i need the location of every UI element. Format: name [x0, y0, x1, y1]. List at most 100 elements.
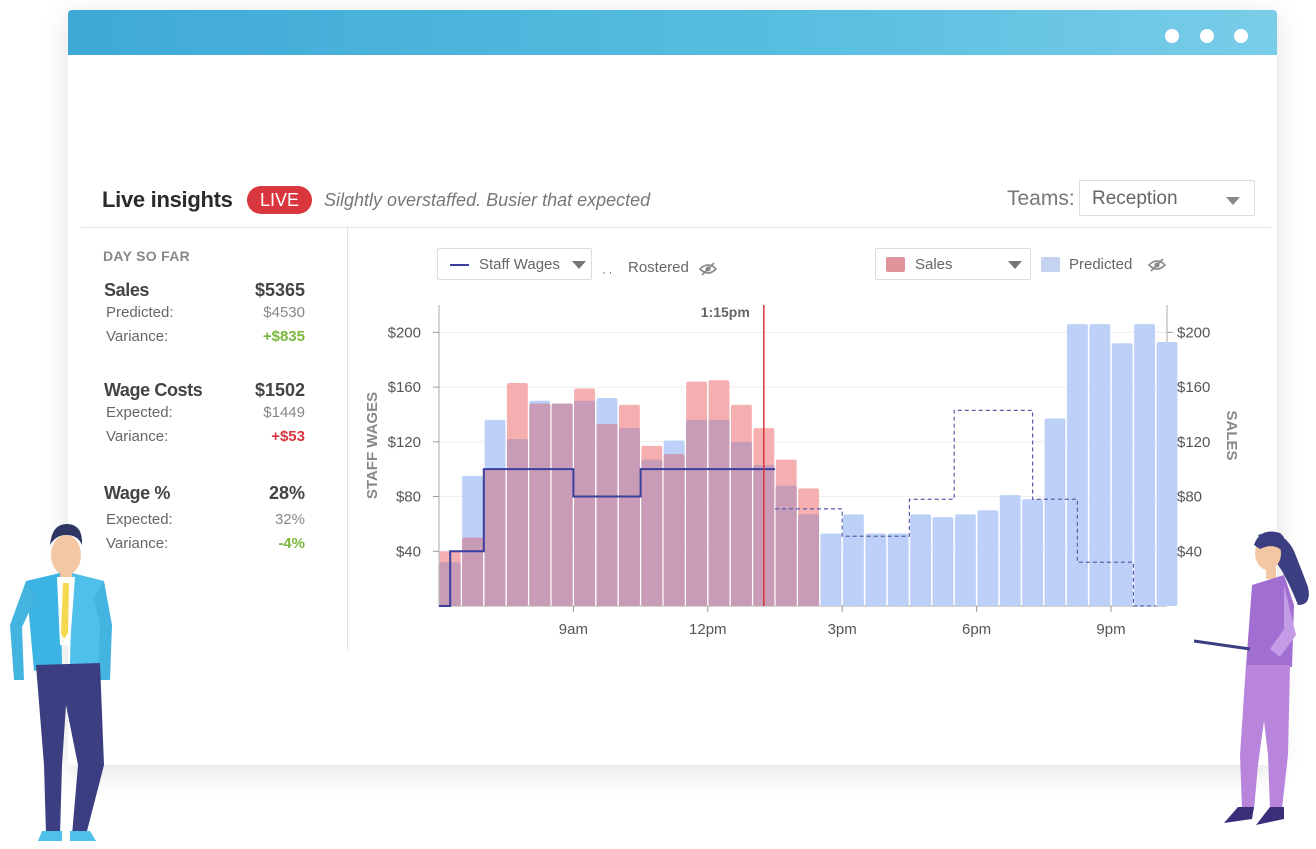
overlap-bar	[574, 400, 596, 606]
metric-sub-label: Variance:	[106, 428, 169, 445]
status-message: Silghtly overstaffed. Busier that expect…	[324, 190, 651, 210]
rostered-toggle[interactable]: ·· Rostered	[602, 258, 722, 280]
wage-costs-metric: Wage Costs $1502 Expected: $1449 Variance:…	[104, 380, 305, 452]
overlap-bar	[484, 469, 506, 606]
predicted-bar	[1089, 324, 1111, 606]
businessman-illustration	[10, 523, 112, 841]
eye-off-icon	[698, 262, 718, 276]
metric-name: Sales	[104, 280, 150, 300]
y-tick-label-right: $120	[1177, 434, 1210, 451]
predicted-bar	[999, 495, 1021, 606]
x-tick-label: 9pm	[1096, 621, 1125, 638]
predicted-bar	[865, 533, 887, 606]
x-tick-label: 3pm	[828, 621, 857, 638]
businesswoman-illustration	[1193, 531, 1309, 825]
predicted-toggle[interactable]: Predicted	[1041, 256, 1171, 278]
wage-percent-metric: Wage % 28% Expected: 32% Variance: -4%	[104, 483, 305, 559]
staff-wages-line	[439, 468, 775, 607]
rostered-line	[775, 409, 1156, 607]
title-bar	[68, 10, 1277, 55]
overlap-bar	[551, 403, 573, 606]
variance-value: +$835	[262, 328, 305, 345]
metric-sub-value: $1449	[263, 404, 305, 421]
y-tick-label-left: $80	[396, 489, 421, 506]
variance-value: -4%	[278, 535, 305, 552]
overlap-bar	[708, 419, 730, 606]
live-badge: LIVE	[247, 186, 313, 214]
x-tick-label: 9am	[559, 621, 588, 638]
x-tick-label: 12pm	[689, 621, 727, 638]
predicted-bar	[910, 514, 932, 606]
section-label: DAY SO FAR	[103, 248, 191, 264]
metric-value: $1502	[254, 380, 305, 400]
window-dot-icon[interactable]	[1200, 29, 1214, 43]
predicted-bar	[1066, 324, 1088, 606]
chevron-down-icon	[572, 261, 586, 269]
predicted-bar	[954, 514, 976, 606]
overlap-bar	[506, 439, 528, 606]
legend-sales: Sales	[915, 256, 953, 273]
overlap-bar	[618, 428, 640, 606]
metric-sub-label: Variance:	[106, 328, 169, 345]
wages-line-icon	[450, 264, 469, 266]
dotted-line-icon: ··	[602, 267, 616, 279]
teams-label: Teams:	[1007, 187, 1075, 210]
y-axis-title-left: STAFF WAGES	[364, 392, 381, 499]
overlap-bar	[462, 537, 484, 606]
y-tick-label-left: $160	[388, 379, 421, 396]
predicted-bar	[887, 533, 909, 606]
metric-sub-label: Expected:	[106, 404, 173, 421]
predicted-bar	[1044, 418, 1066, 606]
eye-off-icon	[1147, 258, 1167, 272]
y-tick-label-left: $200	[388, 324, 421, 341]
sales-swatch-icon	[886, 257, 905, 272]
legend-rostered: Rostered	[628, 259, 689, 276]
overlap-bar	[596, 424, 618, 606]
predicted-bar	[932, 517, 954, 606]
predicted-bar	[1111, 343, 1133, 606]
y-tick-label-left: $40	[396, 543, 421, 560]
predicted-bar	[1022, 499, 1044, 606]
metric-sub-value: 32%	[274, 511, 305, 528]
y-tick-label-right: $80	[1177, 489, 1202, 506]
y-tick-label-left: $120	[388, 434, 421, 451]
teams-select[interactable]: Reception	[1079, 180, 1255, 216]
day-so-far-panel: DAY SO FAR Sales $5365 Predicted: $4530 Va…	[81, 228, 348, 650]
metric-sub-label: Expected:	[106, 511, 173, 528]
predicted-bar	[1156, 341, 1178, 606]
overlap-bar	[663, 454, 685, 606]
metric-name: Wage %	[104, 483, 170, 503]
overlap-bar	[641, 459, 663, 606]
teams-select-value: Reception	[1092, 188, 1178, 209]
predicted-bar	[842, 514, 864, 606]
metric-sub-label: Predicted:	[106, 304, 174, 321]
overlap-bar	[529, 403, 551, 606]
y-axis-title-right: SALES	[1223, 410, 1240, 460]
metric-value: 28%	[268, 483, 305, 503]
overlap-bar	[798, 514, 820, 606]
window-dot-icon[interactable]	[1165, 29, 1179, 43]
y-tick-label-right: $160	[1177, 379, 1210, 396]
page-title: Live insights	[102, 187, 233, 212]
predicted-bar	[1134, 324, 1156, 606]
metric-sub-value: $4530	[263, 304, 305, 321]
insights-header: Live insights LIVE Silghtly overstaffed.…	[81, 172, 1271, 228]
predicted-bar	[977, 510, 999, 606]
y-tick-label-right: $200	[1177, 324, 1210, 341]
predicted-bar	[820, 533, 842, 606]
predicted-swatch-icon	[1041, 257, 1060, 272]
y-tick-label-right: $40	[1177, 543, 1202, 560]
metric-value: $5365	[254, 280, 305, 300]
x-tick-label: 6pm	[962, 621, 991, 638]
chevron-down-icon	[1226, 197, 1240, 205]
sales-select[interactable]: Sales	[875, 248, 1031, 280]
legend-staff-wages: Staff Wages	[479, 256, 560, 273]
overlap-bar	[730, 441, 752, 606]
overlap-bar	[775, 485, 797, 606]
overlap-bar	[686, 419, 708, 606]
window-dot-icon[interactable]	[1234, 29, 1248, 43]
insights-chart: $40 $40 $80 $80 $120 $120 $160 $160 $200 $200 9am 1…	[364, 304, 1240, 638]
app-window: Live insights LIVE Silghtly overstaffed.…	[68, 10, 1277, 765]
legend-predicted: Predicted	[1069, 256, 1133, 273]
staff-wages-select[interactable]: Staff Wages	[437, 248, 592, 280]
